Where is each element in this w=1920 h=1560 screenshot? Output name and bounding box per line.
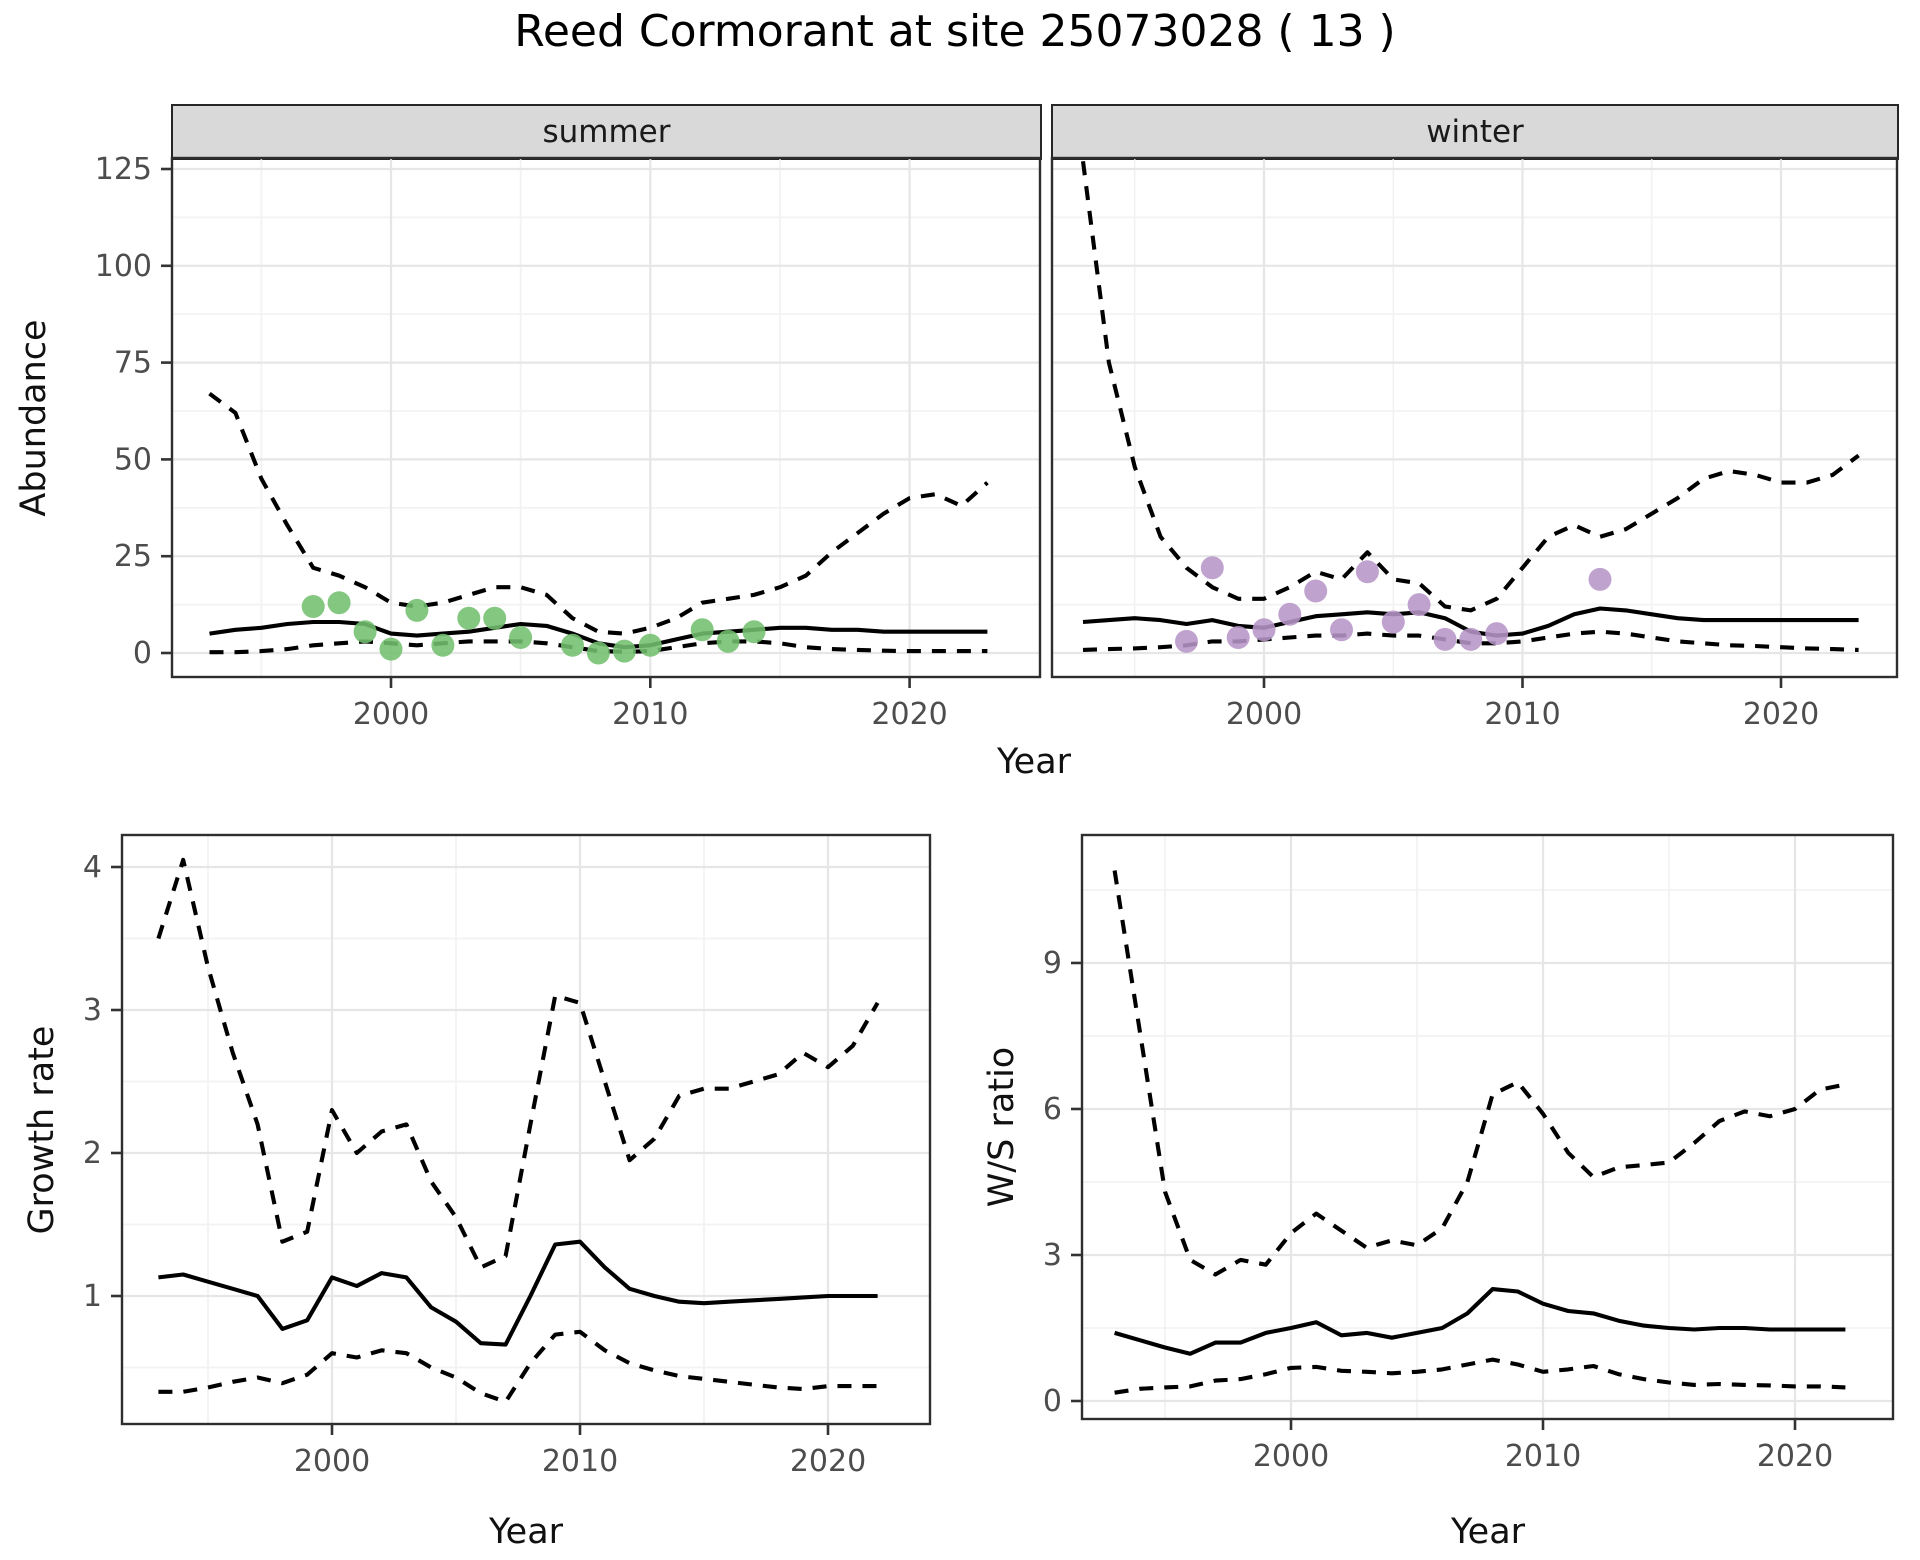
observed_counts_winter-point	[1459, 627, 1483, 651]
observed_counts_summer-point	[612, 639, 636, 663]
ws-ratio-fit_mean-line	[1114, 1287, 1846, 1356]
x-tick-label: 2000	[353, 697, 429, 732]
panel-frame-growth-rate	[120, 833, 932, 1426]
x-tick-label: 2000	[294, 1444, 370, 1479]
x-tick-label: 2010	[1484, 697, 1560, 732]
y-tick-label: 3	[1043, 1238, 1062, 1273]
observed_counts_summer-point	[405, 598, 429, 622]
panel-growth-rate: 2000 2010 2020 1 2 3 4	[83, 833, 932, 1479]
observed_counts_summer-point	[586, 641, 610, 665]
x-tick-label: 2010	[612, 697, 688, 732]
panel-ws-ratio: 2000 2010 2020 0 3 6 9	[1043, 833, 1895, 1474]
x-tick-label: 2010	[542, 1444, 618, 1479]
y-tick-label: 0	[1043, 1384, 1062, 1419]
observed_counts_winter-point	[1330, 618, 1353, 642]
y-tick-label: 1	[83, 1279, 102, 1314]
observed_counts_winter-point	[1226, 626, 1250, 649]
observed_counts_summer-point	[431, 633, 455, 657]
observed_counts_summer-point	[716, 629, 740, 653]
y-tick-label: 4	[83, 850, 102, 885]
observed_counts_winter-point	[1304, 579, 1328, 603]
x-tick-label: 2020	[790, 1444, 866, 1479]
observed_counts_winter-point	[1252, 618, 1276, 642]
panel-abundance-winter: 2000 2010 2020	[1050, 156, 1899, 732]
y-tick-label: 2	[83, 1136, 102, 1171]
x-tick-label: 2020	[871, 697, 947, 732]
ws-ratio-ci_upper-line	[1112, 870, 1846, 1277]
facet-strip-winter: winter	[1051, 104, 1899, 160]
observed_counts_summer-point	[379, 637, 403, 661]
growth-rate-ci_upper-line	[156, 857, 880, 1270]
observed_counts_summer-point	[301, 595, 325, 618]
panel-frame-abundance-summer	[170, 156, 1042, 679]
observed_counts_summer-point	[638, 633, 662, 657]
x-tick-label: 2020	[1743, 697, 1819, 732]
panel-frame-abundance-winter	[1050, 156, 1899, 679]
y-tick-label: 75	[114, 346, 152, 381]
observed_counts_winter-point	[1588, 567, 1612, 591]
y-tick-label: 6	[1043, 1092, 1062, 1127]
x-tick-label: 2020	[1757, 1439, 1833, 1474]
observed_counts_summer-point	[457, 606, 481, 630]
y-tick-label: 25	[114, 539, 152, 574]
facet-strip-summer: summer	[171, 104, 1042, 160]
observed_counts_winter-point	[1433, 627, 1457, 651]
observed_counts_winter-point	[1407, 593, 1431, 617]
observed_counts_summer-point	[742, 620, 766, 644]
observed_counts_summer-point	[509, 626, 533, 649]
x-tick-label: 2000	[1226, 697, 1302, 732]
observed_counts_winter-point	[1381, 610, 1405, 634]
y-tick-label: 125	[95, 152, 152, 187]
panel-frame-ws-ratio	[1080, 833, 1895, 1421]
y-tick-label: 100	[95, 249, 152, 284]
facet-strip-summer-label: summer	[542, 114, 671, 150]
abundance-summer-ci_upper-line	[208, 391, 989, 636]
chart-title: Reed Cormorant at site 25073028 ( 13 )	[514, 6, 1396, 57]
observed_counts_winter-point	[1355, 560, 1379, 584]
ws-year-axis-title: Year	[1450, 1512, 1526, 1552]
growth-rate-fit_mean-line	[158, 1239, 878, 1347]
observed_counts_winter-point	[1485, 622, 1509, 646]
x-tick-label: 2010	[1505, 1439, 1581, 1474]
observed_counts_summer-point	[483, 606, 507, 630]
abundance-winter-ci_upper-line	[1080, 161, 1860, 613]
observed_counts_winter-point	[1278, 602, 1302, 626]
y-tick-label: 50	[114, 442, 152, 477]
observed_counts_winter-point	[1175, 629, 1198, 653]
growth-year-axis-title: Year	[488, 1512, 564, 1552]
panel-abundance-summer: 2000 2010 2020 0 25 50 75 100 125	[95, 152, 1042, 732]
abundance-summer-ci_lower-line	[209, 639, 988, 655]
ws-ratio-ci_lower-line	[1114, 1357, 1846, 1395]
facet-strip-winter-label: winter	[1426, 114, 1524, 150]
observed_counts_summer-point	[690, 618, 714, 642]
y-tick-label: 9	[1043, 946, 1062, 981]
observed_counts_summer-point	[327, 591, 351, 615]
x-tick-label: 2000	[1253, 1439, 1329, 1474]
observed_counts_summer-point	[353, 620, 377, 644]
observed_counts_summer-point	[561, 633, 584, 657]
y-tick-label: 3	[83, 993, 102, 1028]
observed_counts_winter-point	[1200, 556, 1224, 580]
abundance-winter-ci_lower-line	[1082, 629, 1859, 652]
y-tick-label: 0	[133, 636, 152, 671]
top-year-axis-title: Year	[996, 742, 1072, 782]
